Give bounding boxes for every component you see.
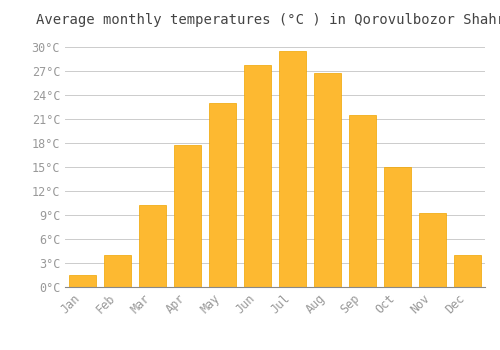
Title: Average monthly temperatures (°C ) in Qorovulbozor Shahri: Average monthly temperatures (°C ) in Qo… [36,13,500,27]
Bar [314,72,340,287]
Bar [70,275,96,287]
Bar [454,255,480,287]
Bar [104,255,130,287]
Bar [280,51,305,287]
Bar [174,145,201,287]
Bar [384,167,410,287]
Bar [350,115,376,287]
Bar [210,103,236,287]
Bar [140,205,166,287]
Bar [420,214,446,287]
Bar [244,65,270,287]
